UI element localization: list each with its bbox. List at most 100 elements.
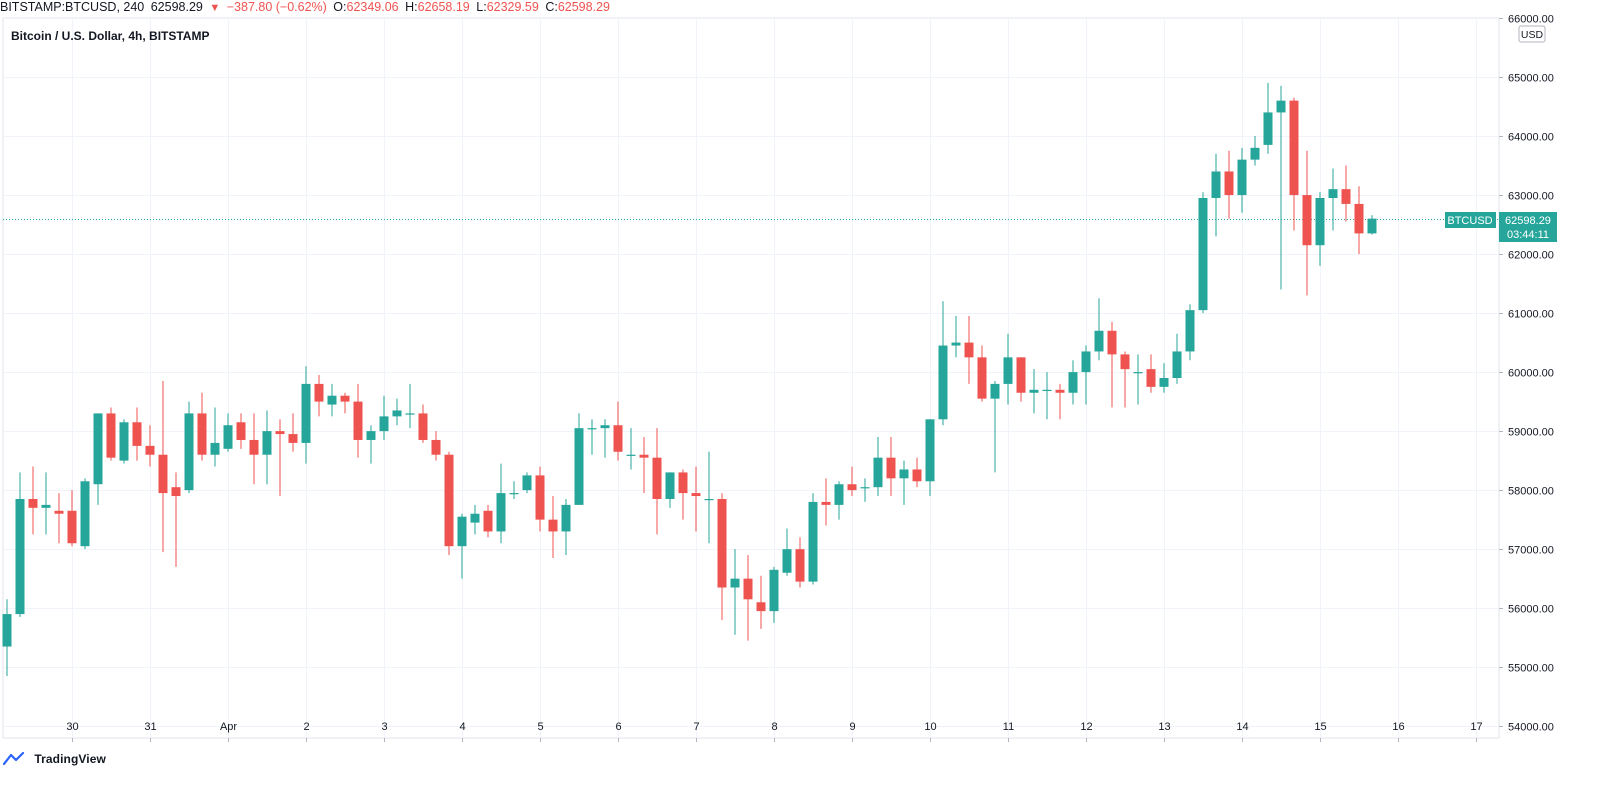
y-tick-label: 58000.00 [1508,486,1554,498]
candle [665,472,675,508]
candle-body [379,416,389,432]
candle [327,383,337,417]
candle [106,407,116,461]
candle-body [912,469,922,482]
candle-body [132,422,142,446]
candle-body [1198,198,1208,311]
candle-body [1237,159,1247,196]
open-value: 62349.06 [346,0,399,14]
candle-body [184,413,194,491]
candle-body [951,342,961,346]
candle [639,437,649,494]
candle [1172,333,1182,384]
current-price-label: 62598.29 [1505,215,1551,227]
candle [1289,97,1299,231]
candle [769,566,779,623]
candle-body [1276,100,1286,113]
candle [821,478,831,526]
candle-body [366,431,376,440]
candle [1328,168,1338,231]
candle [860,478,870,502]
candle [80,478,90,550]
candle [691,466,701,532]
price-change: −387.80 (−0.62%) [226,0,327,14]
candle [1211,153,1221,237]
candle [340,392,350,414]
candle [457,513,467,579]
candle [262,410,272,485]
symbol-title[interactable]: BITSTAMP:BTCUSD, 240 [0,0,145,14]
y-tick-label: 64000.00 [1508,132,1554,144]
brand-name[interactable]: TradingView [34,751,106,766]
candle [847,466,857,497]
candle [600,419,610,458]
candle [795,537,805,588]
candle [1081,345,1091,405]
candle [743,555,753,641]
candle-body [1159,378,1169,387]
legend-title: Bitcoin / U.S. Dollar, 4h, BITSTAMP [11,29,209,43]
time-axis[interactable]: 30 31 Apr 2 3 4 5 6 7 8 9 10 11 12 13 14 15 16 17 [66,721,1483,742]
candle-body [340,395,350,402]
candle [522,472,532,494]
candle-body [80,481,90,547]
candle [28,466,38,535]
candle [990,380,1000,473]
candle-body [1367,218,1377,234]
candle-body [535,475,545,520]
close-label: C: [545,0,558,14]
close-value: 62598.29 [557,0,610,14]
candle [535,466,545,532]
candle-body [834,484,844,505]
candle-body [1263,112,1273,145]
candle-body [54,510,64,514]
candle [392,398,402,426]
candle-body [41,504,51,508]
x-tick-label: 6 [615,721,621,733]
x-tick-label: 9 [849,721,855,733]
candle-body [1328,189,1338,198]
candle-body [717,498,727,588]
y-tick-label: 65000.00 [1508,73,1554,85]
candle-body [613,425,623,452]
candle [197,392,207,461]
candle [678,469,688,520]
candle-body [1107,330,1117,355]
candle-body [1250,147,1260,160]
x-tick-label: 7 [693,721,699,733]
candle [1029,369,1039,414]
candle-body [782,549,792,573]
candle [171,472,181,567]
candle-body [431,439,441,455]
x-tick-label: Apr [220,721,237,733]
candle-body [600,425,610,429]
y-tick-label: 61000.00 [1508,309,1554,321]
candle-body [522,475,532,491]
candle-body [678,472,688,494]
candle [431,431,441,461]
candle [1263,82,1273,154]
candle [1276,85,1286,290]
currency-badge[interactable]: USD [1518,25,1546,43]
current-price-tag: 62598.29 03:44:11 [1499,212,1557,242]
candle-body [418,413,428,440]
candle [314,375,324,417]
y-tick-label: 55000.00 [1508,663,1554,675]
candle-body [873,457,883,488]
candle-body [1068,372,1078,393]
candle-body [899,469,909,479]
price-axis[interactable]: 54000.00 55000.00 56000.00 57000.00 58000.00… [1499,14,1554,734]
candle [964,316,974,384]
candle [353,383,363,458]
y-tick-label: 66000.00 [1508,14,1554,26]
candle [1003,333,1013,405]
candle-body [1354,203,1364,234]
candle [652,428,662,535]
candle [1159,363,1169,393]
candle-body [93,413,103,485]
candle [119,419,129,464]
candle [756,575,766,629]
plot-area[interactable] [2,17,1500,739]
candle-body [119,422,129,461]
